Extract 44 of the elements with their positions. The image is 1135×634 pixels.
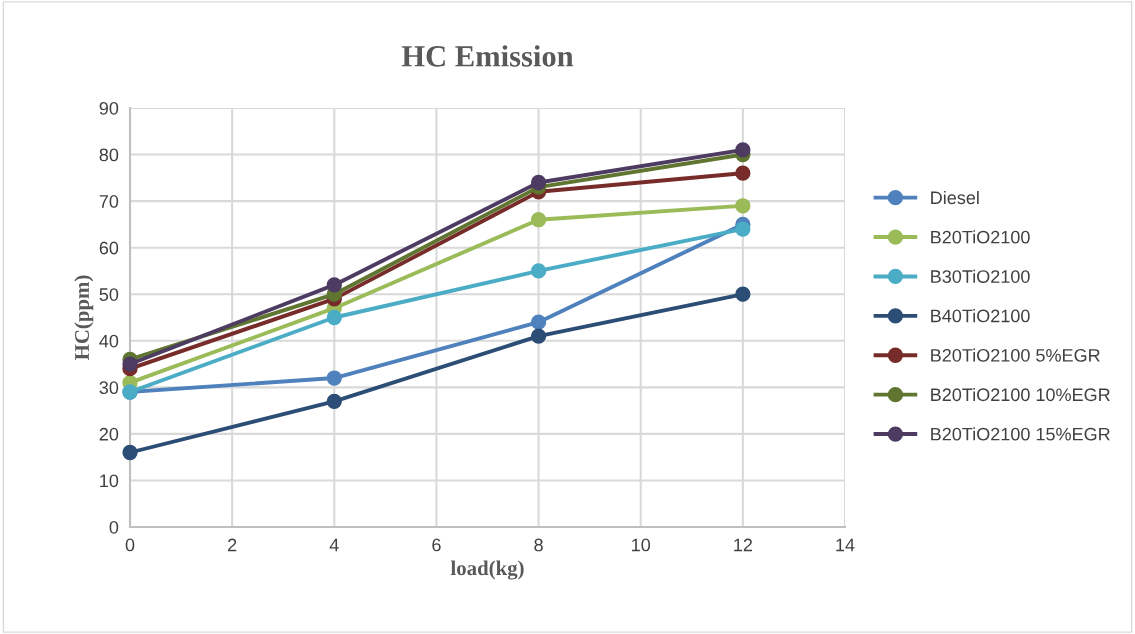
legend-label: Diesel	[931, 190, 979, 205]
x-tick-label: 12	[734, 538, 752, 552]
y-tick-label: 60	[99, 241, 119, 255]
x-tick-label: 6	[432, 538, 441, 552]
x-tick-label: 0	[125, 538, 135, 552]
point	[530, 174, 547, 191]
y-tick-label: 0	[109, 520, 119, 534]
legend-label: B20TiO2100 10%EGR	[931, 387, 1110, 402]
x-tick-label: 10	[632, 538, 651, 552]
x-tick-label: 4	[329, 538, 339, 552]
legend-label: B20TiO2100 15%EGR	[931, 427, 1110, 441]
point	[530, 212, 547, 228]
point	[326, 309, 342, 326]
point	[326, 277, 342, 293]
point	[530, 328, 547, 344]
x-tick-label: 8	[534, 538, 543, 552]
point	[530, 314, 547, 330]
point	[735, 221, 751, 237]
y-tick-label: 10	[100, 474, 119, 488]
point	[326, 393, 342, 409]
point	[735, 165, 751, 181]
y-tick-label: 20	[99, 427, 119, 441]
y-tick-label: 50	[99, 288, 119, 301]
legend-label: B40TiO2100	[931, 309, 1030, 323]
y-tick-label: 40	[99, 334, 119, 348]
point	[735, 286, 751, 302]
point	[530, 263, 547, 279]
x-tick-label: 2	[228, 538, 237, 552]
point	[326, 370, 342, 386]
y-axis-title: HC(ppm)	[74, 275, 94, 360]
y-tick-label: 80	[99, 148, 119, 162]
y-tick-label: 30	[99, 381, 119, 395]
x-tick-label: 14	[836, 538, 855, 552]
chart-title: HC Emission	[401, 45, 574, 67]
legend-label: B20TiO2100 5%EGR	[931, 348, 1100, 362]
point	[122, 356, 138, 372]
point	[122, 444, 138, 461]
point	[735, 142, 751, 158]
legend-label: B20TiO2100	[931, 230, 1030, 244]
point	[735, 198, 751, 214]
y-tick-label: 90	[99, 101, 119, 115]
legend-label: B30TiO2100	[931, 269, 1030, 283]
x-axis-title: load(kg)	[450, 560, 524, 580]
y-tick-label: 70	[99, 195, 119, 208]
